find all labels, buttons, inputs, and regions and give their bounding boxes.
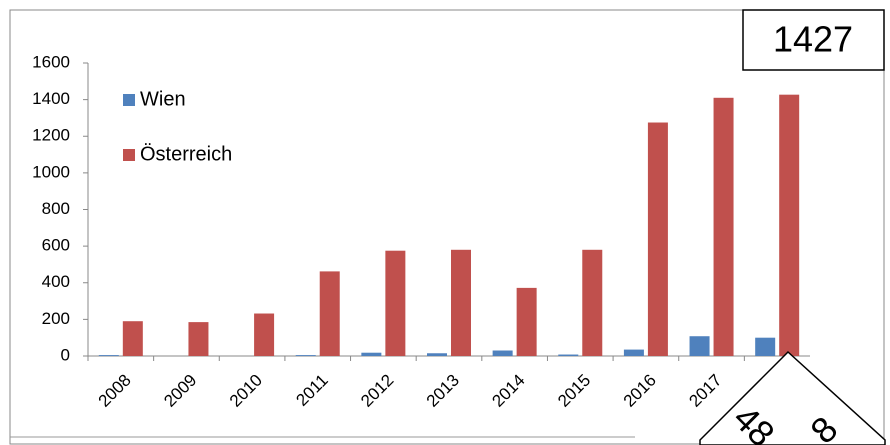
y-tick-label: 200: [42, 309, 70, 328]
bar: [779, 94, 800, 356]
bar: [385, 250, 406, 356]
bar: [98, 355, 119, 356]
bar: [713, 97, 734, 356]
bar: [623, 349, 644, 356]
bar: [188, 322, 209, 356]
y-tick-label: 400: [42, 272, 70, 291]
y-tick-label: 1200: [32, 126, 70, 145]
callout-text: 1427: [773, 19, 853, 60]
y-tick-label: 1600: [32, 52, 70, 71]
chart-frame: [9, 9, 885, 445]
bar: [558, 354, 579, 356]
callout-diamond: [699, 350, 886, 445]
bar: [647, 122, 668, 356]
bar: [361, 352, 382, 356]
bar: [319, 271, 340, 356]
bar: [295, 355, 316, 356]
bar: [122, 321, 143, 356]
legend-label: Wien: [140, 88, 186, 110]
bar: [755, 337, 776, 356]
bar: [516, 287, 537, 356]
y-tick-label: 0: [61, 345, 70, 364]
legend-label: Österreich: [140, 143, 232, 165]
legend-swatch: [123, 149, 135, 161]
bar: [492, 350, 513, 356]
y-tick-label: 1400: [32, 89, 70, 108]
bar: [689, 336, 710, 356]
y-tick-label: 600: [42, 236, 70, 255]
bar: [582, 249, 603, 356]
legend-swatch: [123, 94, 135, 106]
y-tick-label: 1000: [32, 162, 70, 181]
bar: [451, 249, 471, 356]
callout-box: [742, 9, 885, 71]
y-tick-label: 800: [42, 199, 70, 218]
bar: [427, 353, 447, 356]
bar: [254, 313, 275, 356]
